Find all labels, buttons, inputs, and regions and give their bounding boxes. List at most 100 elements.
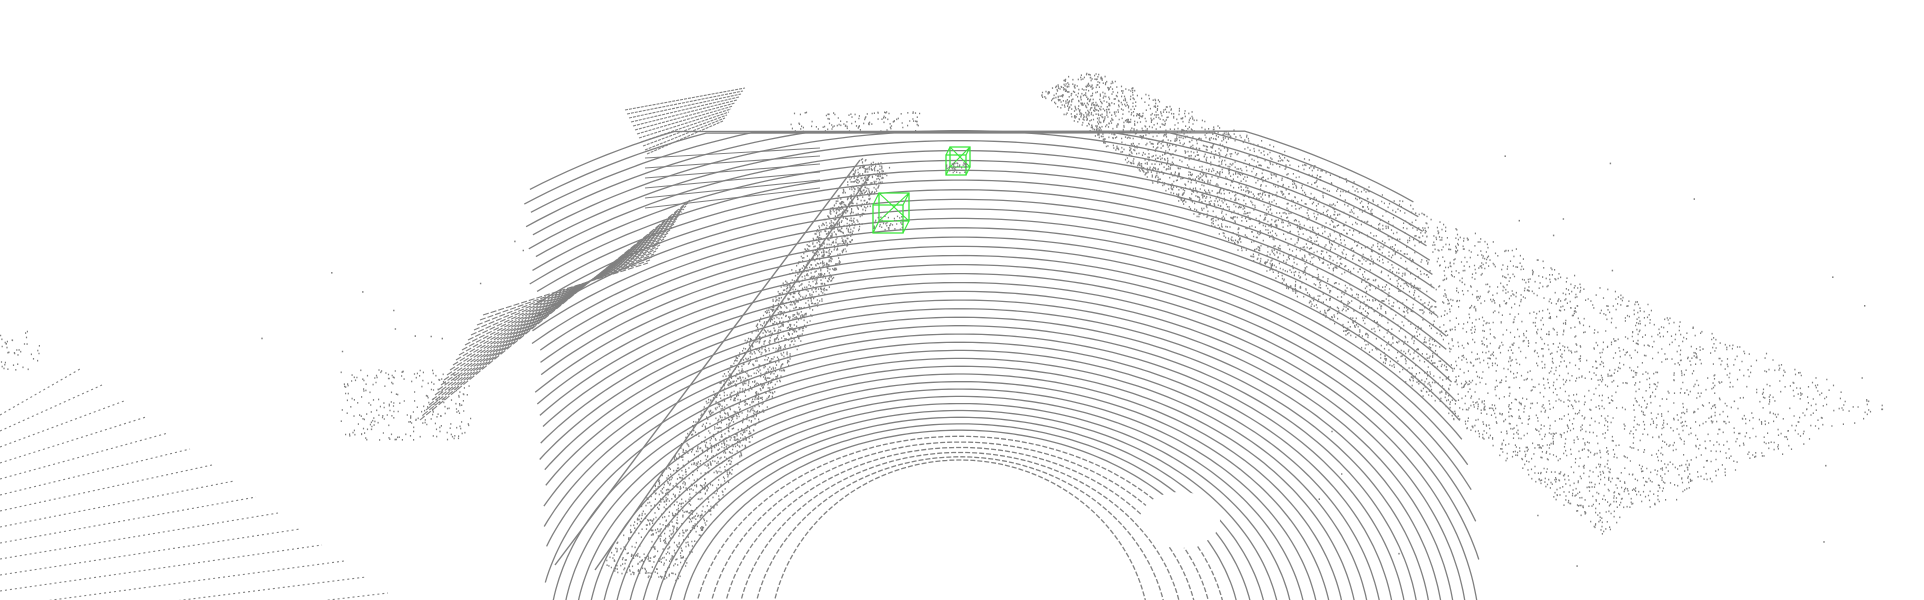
scan-ring [539,299,1454,600]
stray-point [261,240,524,353]
scan-ring [603,388,1317,600]
scan-ring [543,333,1405,600]
structure-line [431,211,683,401]
structure-line [479,259,651,321]
building-line [632,99,738,127]
structure-line [443,223,675,381]
structure-line [467,247,659,341]
wall-edge-line [554,159,861,566]
scan-line [0,528,301,576]
scan-line [178,576,367,600]
scan-ring [540,290,1466,600]
scan-point [0,330,40,371]
building-line [642,114,728,147]
left-structure-points [340,199,691,441]
building-line [644,163,821,179]
scan-line [0,432,169,480]
bbox-front [872,204,904,234]
scan-ring [540,236,1463,440]
stray-point [1309,155,1866,567]
structure-line [446,226,673,376]
scan-ring [536,179,1448,337]
scan-ring [523,132,1419,218]
bbox-edges [945,146,971,176]
building-line [640,111,730,143]
scan-ring [529,130,1414,203]
structure-line [452,232,669,366]
building-line [630,96,740,123]
structure-line [476,256,653,326]
far-left-scan-lines [0,330,389,600]
building-point [790,111,921,133]
left-wall-points [554,158,891,582]
vegetation-point [1041,72,1884,535]
scan-ring [740,451,1180,600]
structure-line [482,262,649,316]
scan-ring [629,402,1291,600]
scan-line [48,560,345,600]
bbox-car-near [872,192,910,234]
scan-ring [642,409,1278,600]
car-points [873,215,904,231]
building-line [644,171,821,189]
scan-ring [529,169,1438,317]
scan-ring [546,341,1393,600]
occlusion-gap [1140,492,1220,548]
scan-line [0,448,191,496]
wall-point [601,158,891,582]
right-vegetation-points [261,72,1884,567]
top-left-building-points [624,87,921,209]
structure-line [437,217,679,391]
scan-ring [756,456,1164,600]
scan-ring [542,281,1478,600]
scan-ring [539,272,1480,560]
scan-ring [774,459,1146,600]
scan-ring [531,217,1457,402]
structure-line [458,238,665,356]
building-line [644,187,821,209]
building-line [626,90,744,115]
scan-ring [533,198,1454,370]
scan-ring [528,140,1433,275]
detection-boxes [872,146,971,234]
structure-line [449,229,671,371]
scan-ring [543,325,1417,600]
building-line [644,155,821,169]
scan-ring [539,227,1461,421]
building-line [628,93,742,119]
scan-ring [725,446,1195,600]
structure-line [425,205,687,411]
scan-line [0,368,81,416]
scan-line [0,464,213,512]
scan-ring [656,416,1265,600]
scan-ring [540,245,1469,466]
building-line [636,105,734,135]
ground-scan-rings [523,130,1480,600]
car-points [946,162,967,174]
structure-line [470,250,657,336]
building-line [638,108,732,139]
scan-ring [545,316,1429,600]
building-line [646,120,724,155]
scan-ring [532,208,1453,383]
scan-ring [577,373,1343,600]
scan-line [0,400,125,448]
structure-line [464,244,661,346]
structure-point [340,369,472,441]
building-line [634,102,736,131]
scan-line [0,496,257,544]
scan-ring [534,189,1447,350]
building-line [644,117,726,151]
scan-ring [544,349,1380,600]
scan-ring [530,131,1424,232]
structure-line [461,241,663,351]
scan-line [0,512,279,560]
scan-line [0,544,323,592]
scan-ring [536,263,1477,522]
building-line [644,179,821,199]
wall-edge-line [594,174,871,571]
structure-line [473,253,655,331]
scan-ring [590,380,1330,600]
building-line [624,87,746,111]
